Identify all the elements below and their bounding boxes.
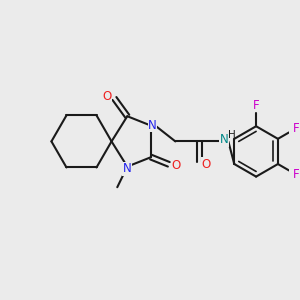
Text: N: N xyxy=(123,162,132,176)
Text: F: F xyxy=(293,168,299,181)
Text: N: N xyxy=(148,118,157,132)
Text: F: F xyxy=(253,99,260,112)
Text: O: O xyxy=(171,159,181,172)
Text: N: N xyxy=(219,133,228,146)
Text: O: O xyxy=(103,90,112,103)
Text: H: H xyxy=(229,130,236,140)
Text: O: O xyxy=(201,158,211,171)
Text: F: F xyxy=(293,122,299,135)
